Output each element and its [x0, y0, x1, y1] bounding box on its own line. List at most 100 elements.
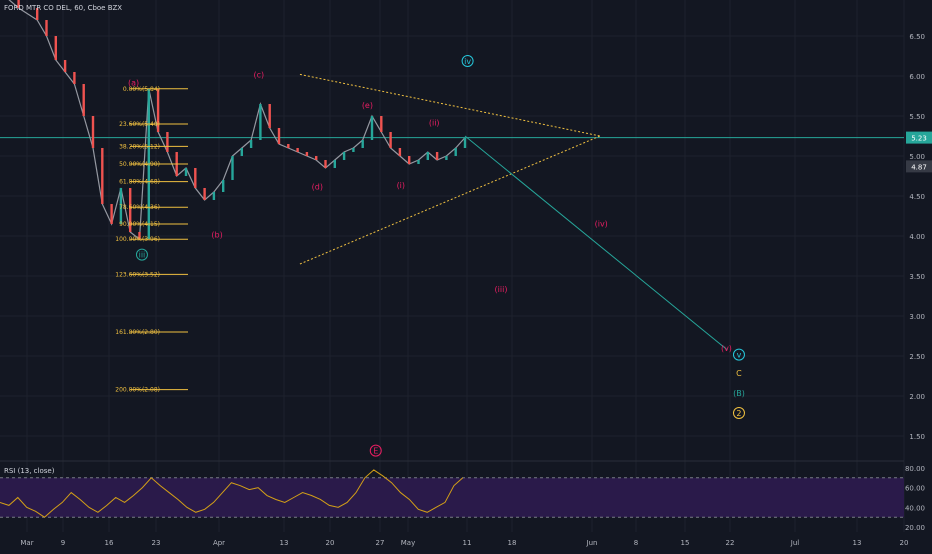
x-tick-label: 16 [105, 539, 114, 547]
price-candle [203, 188, 206, 200]
last-price-tag-box [906, 131, 932, 144]
x-tick-label: 15 [681, 539, 690, 547]
price-candle [110, 204, 113, 224]
price-candle [184, 168, 188, 176]
price-candle [212, 192, 216, 200]
price-candle [240, 148, 243, 156]
wave-label-circle [732, 348, 745, 361]
fib-level-label: 50.00%(4.90) [119, 161, 160, 168]
price-candle [361, 140, 364, 148]
price-candle [417, 160, 420, 164]
wave-label: (v) [721, 344, 732, 353]
rsi-line [0, 469, 464, 518]
price-candle [91, 116, 95, 148]
price-candle [352, 148, 355, 152]
secondary-price-tag-box [906, 160, 932, 173]
price-candle [36, 8, 39, 20]
price-candle [231, 156, 234, 180]
x-tick-label: 23 [152, 539, 161, 547]
price-candle [408, 156, 411, 164]
price-candle [426, 152, 429, 160]
y-tick-label: 1.50 [909, 433, 925, 441]
fib-level-label: 100.00%(3.96) [115, 236, 160, 243]
price-candle [101, 148, 104, 204]
price-candle [222, 180, 225, 192]
wave-label: E [373, 447, 378, 456]
wave-label: (c) [254, 71, 265, 80]
price-candle [45, 20, 48, 36]
price-candle [156, 88, 160, 132]
rsi-label: RSI (13, close) [4, 467, 55, 475]
x-tick-label: 20 [326, 539, 335, 547]
y-tick-label: 3.50 [909, 273, 925, 281]
price-candle [305, 152, 309, 156]
price-candle [389, 132, 392, 148]
rsi-tick-label: 60.00 [905, 485, 925, 493]
wave-label: 2 [736, 409, 741, 418]
y-tick-label: 5.50 [909, 113, 925, 121]
x-tick-label: Apr [213, 539, 225, 547]
fib-level-label: 90.00%(4.15) [119, 221, 160, 228]
y-tick-label: 3.00 [909, 313, 925, 321]
rsi-band [0, 477, 904, 518]
x-tick-label: 13 [853, 539, 862, 547]
price-candle [463, 137, 467, 148]
price-candle [324, 160, 327, 168]
wave-label: (d) [312, 183, 323, 192]
price-candle [398, 148, 402, 156]
wave-label-circle [135, 248, 148, 261]
price-candle [166, 132, 169, 152]
x-tick-label: May [401, 539, 415, 547]
fib-level-label: 61.80%(4.68) [119, 179, 160, 186]
price-candle [63, 60, 67, 72]
wave-label: (iv) [595, 219, 608, 228]
price-candle [445, 156, 448, 160]
price-candle [138, 232, 141, 240]
symbol-title: FORD MTR CO DEL, 60, Cboe BZX [4, 4, 123, 12]
y-tick-label: 6.50 [909, 33, 925, 41]
x-tick-label: Jun [586, 539, 598, 547]
wave-label-circle [369, 444, 382, 457]
y-tick-label: 2.50 [909, 353, 925, 361]
fib-level-label: 78.60%(4.36) [119, 204, 160, 211]
wave-label: C [736, 369, 742, 378]
y-tick-label: 5.00 [909, 153, 925, 161]
projection-arrow [464, 135, 728, 350]
price-candle [454, 148, 457, 156]
wave-label: (a) [128, 79, 139, 88]
price-candle [119, 188, 123, 224]
wave-label: (b) [211, 231, 222, 240]
price-candle [259, 104, 262, 140]
price-candle [249, 140, 253, 148]
fib-level-label: 200.00%(2.08) [115, 387, 160, 394]
price-candle [380, 116, 383, 132]
x-tick-label: 27 [376, 539, 385, 547]
wave-label: v [737, 351, 742, 360]
triangle-upper-line [299, 73, 601, 137]
price-candle [296, 148, 299, 152]
x-tick-label: 20 [900, 539, 909, 547]
price-candle [82, 84, 85, 116]
price-candle [287, 144, 290, 148]
x-tick-label: 13 [280, 539, 289, 547]
x-tick-label: 8 [634, 539, 638, 547]
price-candle [333, 160, 336, 168]
x-tick-label: Jul [790, 539, 800, 547]
price-candle [315, 156, 318, 160]
wave-label: (e) [362, 101, 373, 110]
x-tick-label: 18 [508, 539, 517, 547]
secondary-price-tag: 4.87 [911, 163, 927, 171]
wave-label: (iii) [495, 285, 508, 294]
fib-level-label: 123.60%(3.52) [115, 271, 160, 278]
price-candle [277, 128, 281, 144]
price-candle [268, 104, 271, 128]
price-candle [435, 152, 439, 160]
fib-level-label: 38.20%(5.12) [119, 143, 160, 150]
last-price-tag: 5.23 [911, 135, 927, 143]
fib-level-label: 161.80%(2.80) [115, 329, 160, 336]
y-tick-label: 6.00 [909, 73, 925, 81]
y-tick-label: 2.00 [909, 393, 925, 401]
wave-label: (ii) [429, 119, 440, 128]
